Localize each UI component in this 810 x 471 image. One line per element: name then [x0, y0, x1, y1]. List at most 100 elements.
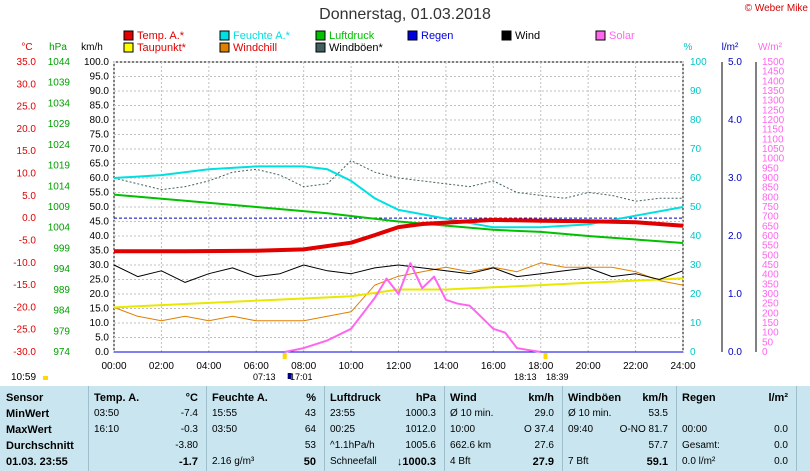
- series-line-taupunkt: [113, 277, 684, 309]
- kmh-tick-label: 90.0: [90, 86, 110, 97]
- axis-unit-label: l/m²: [722, 42, 739, 53]
- legend-label: Solar: [609, 30, 635, 42]
- wind-current-value: 27.9: [532, 456, 554, 468]
- row-label-min: MinWert: [6, 408, 50, 420]
- solar-tick-label: 1050: [762, 144, 785, 155]
- kmh-tick-label: 25.0: [90, 275, 110, 286]
- header-rain-unit: l/m²: [768, 392, 788, 404]
- gust-bft: 7 Bft: [568, 456, 589, 467]
- x-tick-label: 10:00: [339, 361, 364, 372]
- wind-max-value: O 37.4: [523, 424, 554, 435]
- humidity-tick-label: 30: [690, 260, 702, 271]
- gust-max-value: O-NO 81.7: [619, 424, 668, 435]
- solar-start-time: 18:13: [514, 372, 537, 382]
- solar-tick-label: 500: [762, 250, 779, 261]
- now-marker: [43, 376, 48, 380]
- solar-tick-label: 650: [762, 221, 779, 232]
- humidity-tick-label: 0: [690, 347, 696, 358]
- solar-tick-label: 1350: [762, 86, 785, 97]
- humidity-tick-label: 10: [690, 318, 702, 329]
- solar-tick-label: 1500: [762, 57, 785, 68]
- kmh-tick-label: 55.0: [90, 188, 110, 199]
- pressure-tick-label: 1039: [48, 78, 71, 89]
- temp-max-value: -0.3: [180, 424, 198, 435]
- x-tick-label: 20:00: [576, 361, 601, 372]
- series-line-windb-en: [113, 160, 683, 202]
- header-temp: Temp. A.: [94, 392, 140, 404]
- wind-avg-value: 27.6: [534, 440, 554, 451]
- temp-min-time: 03:50: [94, 408, 120, 419]
- col-pressure: Luftdruck hPa 23:55 1000.3 00:25 1012.0 …: [330, 386, 440, 471]
- pressure-tick-label: 974: [53, 347, 70, 358]
- header-humidity-unit: %: [306, 392, 316, 404]
- temp-current-value: -1.7: [179, 456, 198, 468]
- humidity-tick-label: 60: [690, 173, 702, 184]
- kmh-tick-label: 70.0: [90, 144, 110, 155]
- wind-distance: 662.6 km: [450, 440, 492, 451]
- press-avg-value: 1005.6: [405, 440, 436, 451]
- axis-unit-label: W/m²: [758, 42, 783, 53]
- gust-avg-value: 57.7: [648, 440, 668, 451]
- press-min-time: 23:55: [330, 408, 356, 419]
- header-wind: Wind: [450, 392, 477, 404]
- x-tick-label: 08:00: [291, 361, 316, 372]
- solar-tick-label: 50: [762, 337, 774, 348]
- series-line-feuchte-a: [113, 165, 684, 229]
- kmh-tick-label: 10.0: [90, 318, 110, 329]
- statistics-table: Sensor MinWert MaxWert Durchschnitt 01.0…: [0, 386, 810, 471]
- pressure-tick-label: 989: [53, 285, 70, 296]
- kmh-tick-label: 75.0: [90, 130, 110, 141]
- row-label-current: 01.03. 23:55: [6, 456, 68, 468]
- legend-label: Windchill: [233, 42, 277, 54]
- solar-tick-label: 950: [762, 163, 779, 174]
- hum-max-value: 64: [304, 424, 316, 435]
- x-tick-label: 18:00: [528, 361, 553, 372]
- kmh-tick-label: 85.0: [90, 101, 110, 112]
- kmh-tick-label: 5.0: [95, 333, 109, 344]
- current-time: 10:59: [11, 372, 37, 383]
- rain-max-time: 00:00: [682, 424, 708, 435]
- wind-bft: 4 Bft: [450, 456, 471, 467]
- solar-tick-label: 900: [762, 173, 779, 184]
- solar-tick-label: 850: [762, 183, 779, 194]
- legend-label: Feuchte A.*: [233, 30, 291, 42]
- series-line-solar: [284, 262, 541, 353]
- x-tick-label: 24:00: [670, 361, 695, 372]
- solar-tick-label: 200: [762, 308, 779, 319]
- solar-tick-label: 350: [762, 279, 779, 290]
- wind-min-value: 29.0: [534, 408, 554, 419]
- humidity-tick-label: 80: [690, 115, 702, 126]
- press-forecast: Schneefall: [330, 456, 377, 467]
- solar-tick-label: 0: [762, 347, 768, 358]
- humidity-tick-label: 100: [690, 57, 707, 68]
- x-tick-label: 04:00: [196, 361, 221, 372]
- rain-tick-label: 5.0: [728, 57, 742, 68]
- solar-tick-label: 1200: [762, 115, 785, 126]
- solar-tick-label: 400: [762, 270, 779, 281]
- kmh-tick-label: 80.0: [90, 115, 110, 126]
- x-tick-label: 14:00: [433, 361, 458, 372]
- solar-tick-label: 1300: [762, 96, 785, 107]
- gust-min-label: Ø 10 min.: [568, 408, 612, 419]
- temp-tick-label: 5.0: [22, 191, 36, 202]
- temp-avg-value: -3.80: [175, 440, 198, 451]
- gust-max-time: 09:40: [568, 424, 594, 435]
- sunset-marker: [543, 353, 548, 359]
- series-line-temp-a: [114, 217, 684, 254]
- x-tick-label: 00:00: [101, 361, 126, 372]
- wind-max-time: 10:00: [450, 424, 476, 435]
- kmh-tick-label: 0.0: [95, 347, 109, 358]
- kmh-tick-label: 60.0: [90, 173, 110, 184]
- pressure-tick-label: 1034: [48, 98, 71, 109]
- header-wind-unit: km/h: [528, 392, 554, 404]
- humidity-tick-label: 50: [690, 202, 702, 213]
- pressure-tick-label: 999: [53, 243, 70, 254]
- temp-tick-label: -15.0: [13, 280, 36, 291]
- rain-max-value: 0.0: [774, 424, 788, 435]
- pressure-tick-label: 984: [53, 306, 70, 317]
- x-tick-label: 02:00: [149, 361, 174, 372]
- header-gusts: Windböen: [568, 392, 622, 404]
- temp-tick-label: -20.0: [13, 302, 36, 313]
- col-gusts: Windböen km/h Ø 10 min. 53.5 09:40 O-NO …: [568, 386, 672, 471]
- temp-max-time: 16:10: [94, 424, 120, 435]
